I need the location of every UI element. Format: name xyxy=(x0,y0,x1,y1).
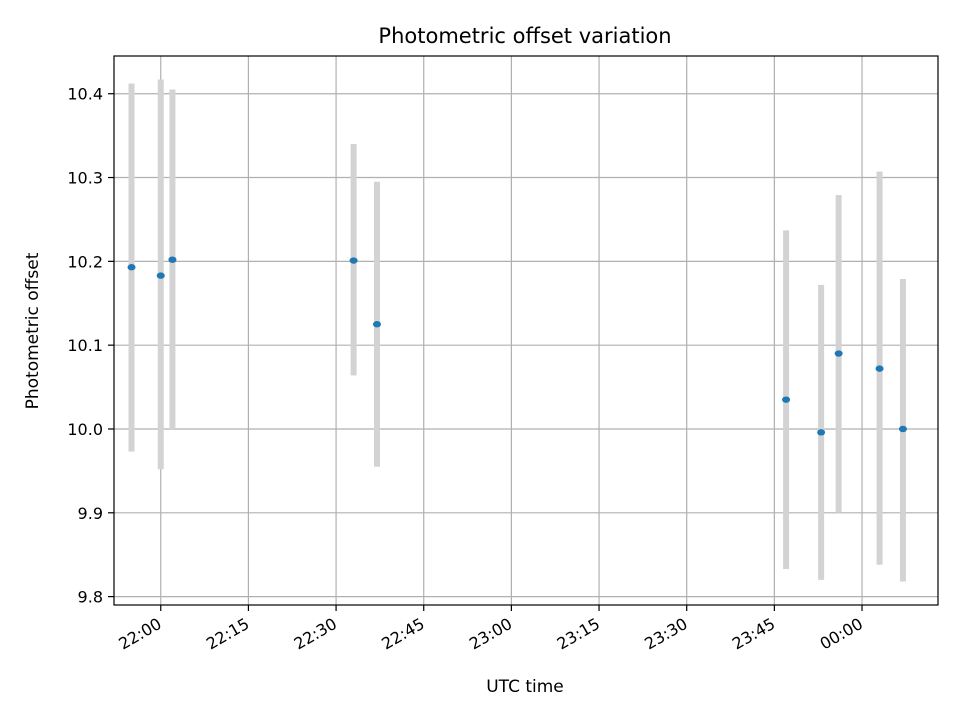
y-tick-label: 9.9 xyxy=(78,504,103,523)
grid xyxy=(114,56,938,605)
y-tick-label: 10.4 xyxy=(67,85,103,104)
data-point xyxy=(168,256,177,263)
data-point xyxy=(834,350,843,357)
data-point xyxy=(349,257,358,264)
data-point xyxy=(372,321,381,328)
data-point xyxy=(898,425,907,433)
data-point xyxy=(817,429,826,436)
data-point xyxy=(782,396,791,403)
y-tick-label: 10.2 xyxy=(67,252,103,271)
data-point xyxy=(127,264,136,271)
data-points xyxy=(127,256,907,436)
y-tick-label: 9.8 xyxy=(78,588,103,607)
x-axis-label: UTC time xyxy=(486,677,564,697)
y-tick-label: 10.3 xyxy=(67,169,103,188)
data-point xyxy=(875,365,884,372)
y-tick-label: 10.0 xyxy=(67,420,103,439)
y-axis-label: Photometric offset xyxy=(23,252,43,409)
y-tick-label: 10.1 xyxy=(67,336,103,355)
data-point xyxy=(156,272,165,279)
y-axis-ticks: 9.8 9.9 10.0 10.1 10.2 10.3 10.4 xyxy=(67,85,114,607)
plot-frame xyxy=(113,55,939,606)
chart-title: Photometric offset variation xyxy=(378,24,671,48)
